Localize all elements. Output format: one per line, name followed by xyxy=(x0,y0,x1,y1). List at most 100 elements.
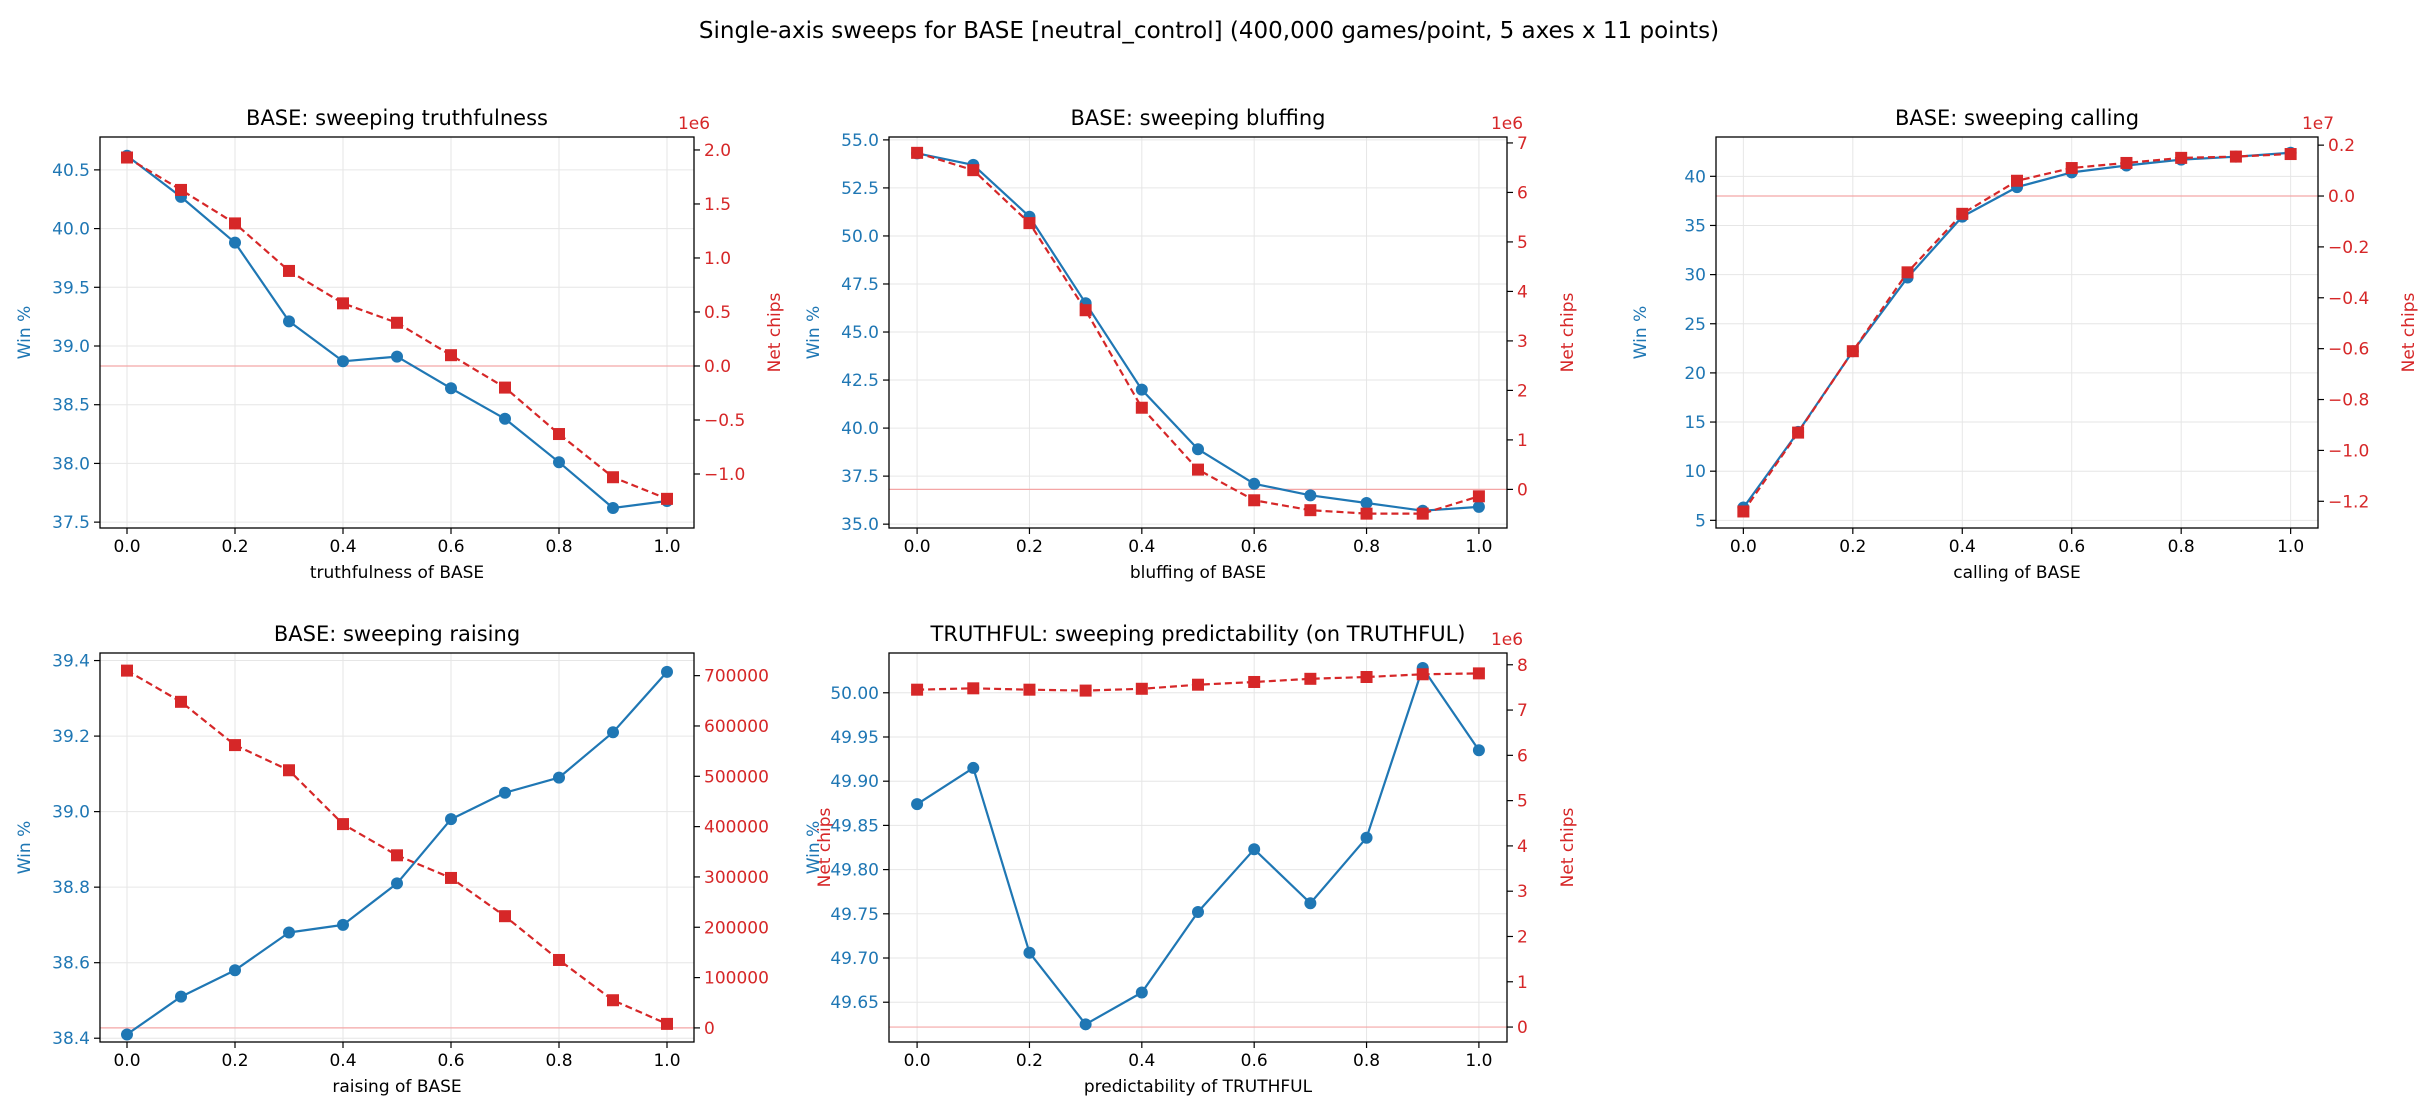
y2-tick-label: 7 xyxy=(1517,701,1528,721)
figure-title: Single-axis sweeps for BASE [neutral_con… xyxy=(699,18,1719,44)
win-point xyxy=(1192,906,1204,919)
chips-point xyxy=(607,994,619,1007)
x-tick-label: 0.6 xyxy=(437,537,464,557)
win-point xyxy=(1023,946,1036,959)
x-tick-label: 0.4 xyxy=(1128,1051,1155,1071)
win-point xyxy=(1248,477,1261,490)
y2-tick-label: 0.2 xyxy=(2328,136,2355,156)
y2-tick-label: 0 xyxy=(1517,480,1528,500)
chips-point xyxy=(1360,507,1373,520)
x-axis-label: truthfulness of BASE xyxy=(310,563,484,583)
win-point xyxy=(391,350,403,363)
y2-tick-label: 8 xyxy=(1517,656,1528,676)
win-point xyxy=(661,665,673,678)
chart-panel-2: 0.0 0.2 0.4 0.6 0.8 1.035.037.540.042.545.047… xyxy=(804,106,1578,583)
chips-point xyxy=(121,664,133,677)
plot-frame xyxy=(888,652,1508,1043)
win-point xyxy=(283,926,295,939)
win-point xyxy=(337,355,349,368)
win-point xyxy=(229,964,241,977)
y-axis-label: Win % xyxy=(1631,306,1651,360)
x-tick-label: 0.0 xyxy=(904,1051,931,1071)
y2-tick-label: 0.5 xyxy=(704,303,731,323)
y-axis-label: Win % xyxy=(804,821,824,875)
y-tick-label: 39.0 xyxy=(52,337,90,357)
y-tick-label: 55.0 xyxy=(841,131,879,151)
chips-point xyxy=(1472,490,1485,503)
win-point xyxy=(1192,443,1204,456)
y2-tick-label: 2 xyxy=(1517,927,1528,947)
chart-panel-3: 0.0 0.2 0.4 0.6 0.8 1.0 5 10 15 20 25 30 35 40 −1.2 −1.… xyxy=(1631,106,2418,583)
chips-point xyxy=(337,818,349,831)
y2-tick-label: 200000 xyxy=(704,918,769,938)
chips-point xyxy=(283,764,295,777)
chips-point xyxy=(175,695,187,708)
y-tick-label: 49.95 xyxy=(830,728,879,748)
x-tick-label: 0.4 xyxy=(329,537,356,557)
chips-point xyxy=(445,349,457,362)
x-axis-label: bluffing of BASE xyxy=(1130,563,1266,583)
chart-panel-5: 0.0 0.2 0.4 0.6 0.8 1.0 49.65 49.70 49.75 49.80 49… xyxy=(804,622,1578,1097)
x-tick-label: 0.2 xyxy=(221,1051,248,1071)
y-tick-label: 30 xyxy=(1684,266,1706,286)
chips-point xyxy=(1792,426,1805,439)
chips-point xyxy=(1192,463,1204,476)
y2-axis-label: Net chips xyxy=(2399,292,2418,372)
chips-point xyxy=(283,264,295,277)
y2-offset-label: 1e7 xyxy=(2302,114,2334,134)
y2-tick-label: 7 xyxy=(1517,134,1528,154)
y-tick-label: 38.6 xyxy=(52,954,90,974)
chips-point xyxy=(121,151,133,164)
chips-point xyxy=(2065,162,2078,175)
win-point xyxy=(1360,831,1373,844)
win-point xyxy=(283,315,295,328)
y-tick-label: 50.0 xyxy=(841,227,879,247)
chips-point xyxy=(967,164,980,177)
x-tick-label: 0.0 xyxy=(113,537,140,557)
x-tick-label: 0.8 xyxy=(2168,537,2195,557)
chips-point xyxy=(1956,207,1969,220)
chips-point xyxy=(499,910,511,923)
chart-title: BASE: sweeping bluffing xyxy=(1071,106,1326,130)
win-point xyxy=(1304,897,1317,910)
chips-point xyxy=(607,471,619,484)
x-tick-label: 0.4 xyxy=(1949,537,1976,557)
win-point xyxy=(121,1028,133,1041)
y2-tick-label: 6 xyxy=(1517,746,1528,766)
y2-tick-label: 6 xyxy=(1517,183,1528,203)
win-point xyxy=(445,813,457,826)
y-axis-label: Win % xyxy=(804,306,824,360)
y-tick-label: 40.5 xyxy=(52,161,90,181)
x-tick-label: 0.6 xyxy=(1241,1051,1268,1071)
plot-frame xyxy=(99,652,695,1043)
chips-point xyxy=(661,492,673,505)
chips-point xyxy=(1135,401,1148,414)
y2-tick-label: −1.0 xyxy=(704,465,745,485)
plot-frame xyxy=(99,136,695,529)
y2-tick-label: 5 xyxy=(1517,792,1528,812)
chips-point xyxy=(1248,675,1261,688)
y2-tick-label: 4 xyxy=(1517,837,1528,857)
y2-tick-label: 2.0 xyxy=(704,141,731,161)
y2-tick-label: −0.2 xyxy=(2328,238,2369,258)
win-point xyxy=(1079,1018,1092,1031)
y-tick-label: 38.0 xyxy=(52,454,90,474)
x-axis-label: calling of BASE xyxy=(1953,563,2081,583)
win-point xyxy=(1360,497,1373,510)
x-tick-label: 0.2 xyxy=(1016,1051,1043,1071)
y-tick-label: 40 xyxy=(1684,167,1706,187)
x-axis-label: predictability of TRUTHFUL xyxy=(1084,1077,1313,1097)
y2-axis-label: Net chips xyxy=(765,292,785,372)
chips-point xyxy=(229,739,241,752)
y2-tick-label: 4 xyxy=(1517,282,1528,302)
chips-point xyxy=(2229,150,2242,163)
y2-tick-label: −1.0 xyxy=(2328,441,2369,461)
y2-tick-label: 1 xyxy=(1517,973,1528,993)
chips-point xyxy=(1079,304,1092,317)
x-tick-label: 1.0 xyxy=(653,537,680,557)
y-tick-label: 20 xyxy=(1684,364,1706,384)
chart-panel-4: 0.0 0.2 0.4 0.6 0.8 1.0 38.4 38.6 38.8 39.0 39.2 39… xyxy=(15,622,835,1097)
chips-point xyxy=(1023,217,1036,230)
chart-title: BASE: sweeping truthfulness xyxy=(246,106,548,130)
y-tick-label: 37.5 xyxy=(52,513,90,533)
